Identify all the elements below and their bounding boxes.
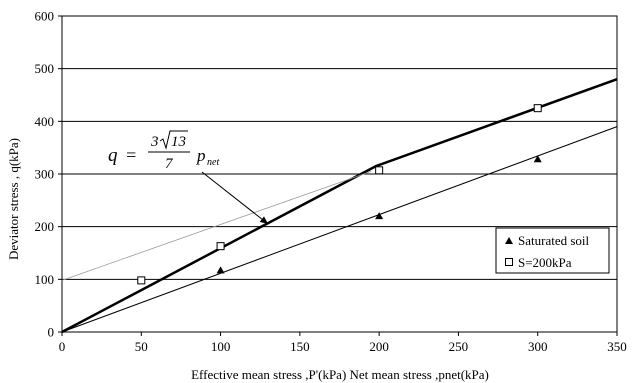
marker-s-200kpa-50 xyxy=(137,276,146,285)
y-tick-label-600: 600 xyxy=(35,9,55,24)
marker-saturated-soil-200 xyxy=(375,212,384,220)
eq-sqrt-sign xyxy=(159,130,188,150)
data-markers xyxy=(137,104,542,285)
y-tick-label-400: 400 xyxy=(35,114,55,129)
legend-label-s-200kpa: S=200kPa xyxy=(518,255,572,270)
annotation-arrow-head xyxy=(259,216,269,225)
x-tick-label-50: 50 xyxy=(135,339,148,354)
eq-q: q xyxy=(108,145,118,166)
x-tick-label-300: 300 xyxy=(528,339,548,354)
marker-saturated-soil-100 xyxy=(216,266,225,274)
line-saturated-fit xyxy=(61,126,618,333)
line-unsat-fit xyxy=(61,170,372,281)
eq-p: p xyxy=(196,146,206,165)
eq-equals: = xyxy=(125,145,137,165)
y-tick-label-500: 500 xyxy=(35,61,55,76)
legend-label-saturated-soil: Saturated soil xyxy=(518,233,590,248)
legend-marker-saturated-soil xyxy=(505,237,513,244)
x-axis-title: Effective mean stress ,P'(kPa) Net mean … xyxy=(191,367,489,382)
legend-box xyxy=(495,227,610,274)
marker-saturated-soil-300 xyxy=(533,155,542,163)
x-tick-label-150: 150 xyxy=(290,339,310,354)
grid xyxy=(62,68,617,280)
legend: Saturated soil S=200kPa xyxy=(495,227,610,274)
x-tick-label-0: 0 xyxy=(59,339,66,354)
eq-p-subscript: net xyxy=(207,157,219,168)
legend-marker-s-200kpa xyxy=(505,258,513,266)
x-tick-label-250: 250 xyxy=(449,339,469,354)
x-tick-label-200: 200 xyxy=(369,339,389,354)
axis-ticks: 0 100 200 300 400 500 600 0 50 100 150 200 250 300 350 xyxy=(35,9,627,355)
fit-lines xyxy=(61,78,618,334)
y-tick-label-100: 100 xyxy=(35,272,55,287)
y-axis-title: Deviator stress , q(kPa) xyxy=(6,138,21,260)
annotation-arrow xyxy=(201,171,263,220)
y-tick-label-200: 200 xyxy=(35,219,55,234)
eq-num-coef: 3 xyxy=(150,134,159,150)
marker-s-200kpa-300 xyxy=(533,104,542,113)
marker-s-200kpa-100 xyxy=(216,242,225,251)
y-tick-label-0: 0 xyxy=(48,325,55,340)
marker-s-200kpa-200 xyxy=(375,166,384,175)
eq-denominator: 7 xyxy=(165,156,174,172)
eq-num-radicand: 13 xyxy=(171,134,186,150)
equation-annotation: q = 3 13 7 p net xyxy=(108,130,269,225)
y-tick-label-300: 300 xyxy=(35,167,55,182)
x-tick-label-350: 350 xyxy=(607,339,627,354)
x-tick-label-100: 100 xyxy=(211,339,231,354)
line-unsat-envelope xyxy=(61,78,618,334)
